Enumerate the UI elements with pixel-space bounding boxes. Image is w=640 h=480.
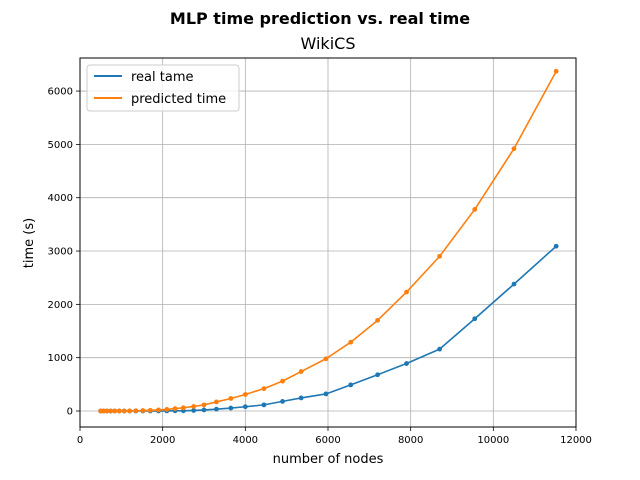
- data-point: [261, 386, 267, 392]
- data-point: [323, 356, 329, 362]
- data-point: [348, 382, 354, 388]
- data-point: [201, 407, 207, 413]
- y-tick-label: 4000: [48, 193, 73, 204]
- data-point: [191, 404, 197, 409]
- data-point: [511, 281, 517, 287]
- data-point: [180, 405, 186, 411]
- data-point: [164, 407, 170, 412]
- data-point: [228, 405, 234, 411]
- y-tick-label: 1000: [48, 353, 73, 364]
- data-point: [261, 402, 267, 408]
- series-1: [98, 68, 559, 414]
- data-point: [472, 207, 478, 212]
- series-layer: [98, 68, 559, 414]
- data-point: [127, 408, 132, 414]
- legend: real tame predicted time: [86, 64, 240, 112]
- y-tick-label: 2000: [48, 300, 73, 311]
- y-tick-label: 5000: [48, 140, 73, 151]
- chart-suptitle: MLP time prediction vs. real time: [170, 9, 470, 28]
- data-point: [404, 289, 409, 295]
- x-axis-label: number of nodes: [273, 452, 384, 467]
- data-point: [375, 317, 380, 323]
- data-point: [298, 395, 304, 401]
- x-tick-label: 8000: [398, 435, 423, 446]
- data-point: [242, 404, 248, 410]
- x-tick-label: 6000: [315, 435, 340, 446]
- x-tick-label: 0: [77, 435, 83, 446]
- x-tick-label: 10000: [477, 435, 509, 446]
- data-point: [553, 243, 559, 249]
- data-point: [348, 339, 354, 345]
- legend-label-real: real tame: [131, 70, 194, 85]
- data-point: [104, 408, 110, 414]
- data-point: [553, 68, 559, 74]
- x-tick-label: 4000: [233, 435, 258, 446]
- legend-label-predicted: predicted time: [131, 92, 226, 107]
- data-point: [242, 392, 248, 397]
- data-point: [191, 408, 197, 413]
- data-point: [280, 399, 285, 404]
- data-point: [108, 408, 113, 414]
- data-point: [133, 408, 139, 414]
- data-point: [323, 391, 329, 397]
- chart-title: WikiCS: [301, 34, 356, 53]
- data-point: [201, 402, 207, 408]
- data-point: [101, 408, 106, 414]
- data-point: [214, 406, 219, 412]
- data-point: [228, 396, 234, 401]
- y-tick-label: 0: [67, 407, 73, 418]
- data-point: [280, 378, 285, 384]
- legend-box: [86, 64, 240, 112]
- data-point: [121, 408, 127, 414]
- x-tick-label: 2000: [150, 435, 175, 446]
- data-point: [116, 408, 122, 414]
- y-tick-label: 3000: [48, 247, 73, 258]
- data-point: [112, 408, 118, 414]
- data-point: [472, 316, 478, 322]
- data-point: [375, 372, 380, 378]
- data-point: [437, 346, 442, 352]
- x-tick-label: 12000: [560, 435, 592, 446]
- data-point: [147, 407, 153, 413]
- data-point: [156, 407, 161, 413]
- data-point: [172, 406, 178, 412]
- y-axis-label: time (s): [22, 218, 37, 268]
- data-point: [140, 408, 146, 413]
- y-tick-label: 6000: [48, 87, 73, 98]
- data-point: [511, 146, 517, 152]
- data-point: [437, 253, 442, 259]
- y-axis-ticks: 0 1000 2000 3000 4000 5000 6000: [48, 87, 80, 418]
- data-point: [214, 399, 219, 405]
- x-axis-ticks: 0 2000 4000 6000 8000 10000 12000: [77, 427, 592, 446]
- data-point: [298, 369, 304, 374]
- data-point: [404, 361, 409, 366]
